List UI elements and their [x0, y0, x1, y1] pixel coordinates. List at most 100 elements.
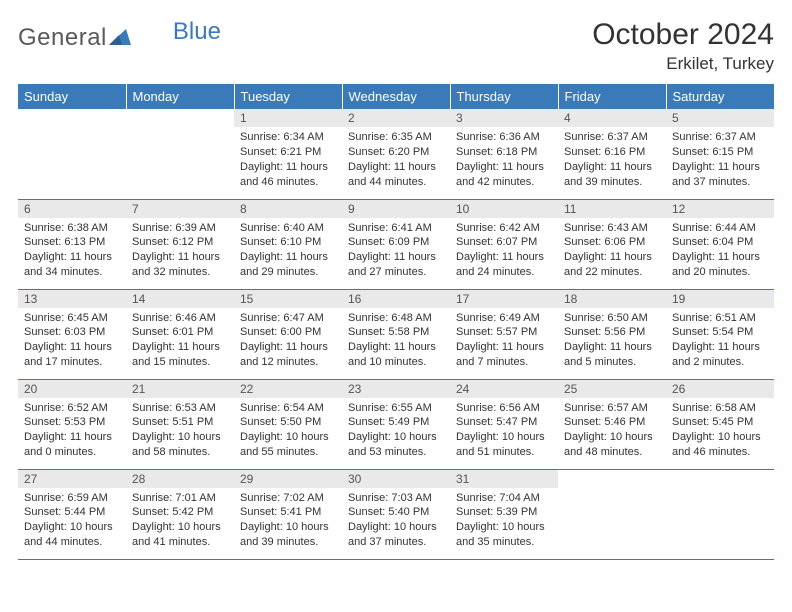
calendar-day-cell: 9Sunrise: 6:41 AMSunset: 6:09 PMDaylight…: [342, 199, 450, 289]
day-number: 1: [234, 109, 342, 127]
calendar-day-cell: 24Sunrise: 6:56 AMSunset: 5:47 PMDayligh…: [450, 379, 558, 469]
day-details: Sunrise: 6:39 AMSunset: 6:12 PMDaylight:…: [126, 218, 234, 284]
weekday-header: Monday: [126, 84, 234, 109]
day-details: Sunrise: 7:01 AMSunset: 5:42 PMDaylight:…: [126, 488, 234, 554]
brand-name-gray: General: [18, 24, 107, 52]
header: General Blue October 2024 Erkilet, Turke…: [18, 18, 774, 74]
day-number: 23: [342, 380, 450, 398]
calendar-day-cell: ..: [666, 469, 774, 559]
calendar-day-cell: 1Sunrise: 6:34 AMSunset: 6:21 PMDaylight…: [234, 109, 342, 199]
day-number: 15: [234, 290, 342, 308]
day-details: Sunrise: 6:50 AMSunset: 5:56 PMDaylight:…: [558, 308, 666, 374]
day-number: 12: [666, 200, 774, 218]
day-details: Sunrise: 6:37 AMSunset: 6:15 PMDaylight:…: [666, 127, 774, 193]
calendar-day-cell: 2Sunrise: 6:35 AMSunset: 6:20 PMDaylight…: [342, 109, 450, 199]
day-details: Sunrise: 6:44 AMSunset: 6:04 PMDaylight:…: [666, 218, 774, 284]
calendar-day-cell: 10Sunrise: 6:42 AMSunset: 6:07 PMDayligh…: [450, 199, 558, 289]
calendar-day-cell: 29Sunrise: 7:02 AMSunset: 5:41 PMDayligh…: [234, 469, 342, 559]
brand-name-blue: Blue: [173, 18, 221, 46]
day-details: Sunrise: 6:34 AMSunset: 6:21 PMDaylight:…: [234, 127, 342, 193]
day-number: 5: [666, 109, 774, 127]
calendar-day-cell: 21Sunrise: 6:53 AMSunset: 5:51 PMDayligh…: [126, 379, 234, 469]
calendar-day-cell: 27Sunrise: 6:59 AMSunset: 5:44 PMDayligh…: [18, 469, 126, 559]
calendar-week-row: ....1Sunrise: 6:34 AMSunset: 6:21 PMDayl…: [18, 109, 774, 199]
day-details: Sunrise: 6:47 AMSunset: 6:00 PMDaylight:…: [234, 308, 342, 374]
day-details: Sunrise: 6:55 AMSunset: 5:49 PMDaylight:…: [342, 398, 450, 464]
calendar-day-cell: 28Sunrise: 7:01 AMSunset: 5:42 PMDayligh…: [126, 469, 234, 559]
day-details: Sunrise: 6:35 AMSunset: 6:20 PMDaylight:…: [342, 127, 450, 193]
day-number: 27: [18, 470, 126, 488]
day-details: Sunrise: 6:41 AMSunset: 6:09 PMDaylight:…: [342, 218, 450, 284]
calendar-day-cell: 7Sunrise: 6:39 AMSunset: 6:12 PMDaylight…: [126, 199, 234, 289]
day-number: 20: [18, 380, 126, 398]
day-details: Sunrise: 6:56 AMSunset: 5:47 PMDaylight:…: [450, 398, 558, 464]
day-details: Sunrise: 6:49 AMSunset: 5:57 PMDaylight:…: [450, 308, 558, 374]
weekday-header: Thursday: [450, 84, 558, 109]
calendar-day-cell: ..: [558, 469, 666, 559]
day-details: Sunrise: 6:40 AMSunset: 6:10 PMDaylight:…: [234, 218, 342, 284]
day-details: Sunrise: 6:42 AMSunset: 6:07 PMDaylight:…: [450, 218, 558, 284]
day-details: Sunrise: 6:48 AMSunset: 5:58 PMDaylight:…: [342, 308, 450, 374]
calendar-day-cell: 13Sunrise: 6:45 AMSunset: 6:03 PMDayligh…: [18, 289, 126, 379]
calendar-day-cell: 31Sunrise: 7:04 AMSunset: 5:39 PMDayligh…: [450, 469, 558, 559]
calendar-day-cell: 6Sunrise: 6:38 AMSunset: 6:13 PMDaylight…: [18, 199, 126, 289]
calendar-day-cell: 18Sunrise: 6:50 AMSunset: 5:56 PMDayligh…: [558, 289, 666, 379]
calendar-week-row: 20Sunrise: 6:52 AMSunset: 5:53 PMDayligh…: [18, 379, 774, 469]
day-number: 3: [450, 109, 558, 127]
day-number: 6: [18, 200, 126, 218]
day-number: 29: [234, 470, 342, 488]
day-number: 21: [126, 380, 234, 398]
calendar-week-row: 27Sunrise: 6:59 AMSunset: 5:44 PMDayligh…: [18, 469, 774, 559]
calendar-day-cell: 20Sunrise: 6:52 AMSunset: 5:53 PMDayligh…: [18, 379, 126, 469]
calendar-table: SundayMondayTuesdayWednesdayThursdayFrid…: [18, 84, 774, 560]
day-number: 13: [18, 290, 126, 308]
calendar-day-cell: 16Sunrise: 6:48 AMSunset: 5:58 PMDayligh…: [342, 289, 450, 379]
day-number: 24: [450, 380, 558, 398]
calendar-day-cell: 19Sunrise: 6:51 AMSunset: 5:54 PMDayligh…: [666, 289, 774, 379]
day-details: Sunrise: 6:59 AMSunset: 5:44 PMDaylight:…: [18, 488, 126, 554]
weekday-header: Wednesday: [342, 84, 450, 109]
day-number: 18: [558, 290, 666, 308]
day-details: Sunrise: 6:43 AMSunset: 6:06 PMDaylight:…: [558, 218, 666, 284]
day-details: Sunrise: 6:45 AMSunset: 6:03 PMDaylight:…: [18, 308, 126, 374]
day-details: Sunrise: 6:38 AMSunset: 6:13 PMDaylight:…: [18, 218, 126, 284]
day-number: 26: [666, 380, 774, 398]
title-block: October 2024 Erkilet, Turkey: [592, 18, 774, 74]
calendar-day-cell: 4Sunrise: 6:37 AMSunset: 6:16 PMDaylight…: [558, 109, 666, 199]
day-details: Sunrise: 6:57 AMSunset: 5:46 PMDaylight:…: [558, 398, 666, 464]
calendar-day-cell: 23Sunrise: 6:55 AMSunset: 5:49 PMDayligh…: [342, 379, 450, 469]
day-number: 14: [126, 290, 234, 308]
day-number: 4: [558, 109, 666, 127]
weekday-header: Friday: [558, 84, 666, 109]
calendar-day-cell: 3Sunrise: 6:36 AMSunset: 6:18 PMDaylight…: [450, 109, 558, 199]
day-number: 17: [450, 290, 558, 308]
calendar-day-cell: 8Sunrise: 6:40 AMSunset: 6:10 PMDaylight…: [234, 199, 342, 289]
location-label: Erkilet, Turkey: [592, 54, 774, 74]
day-details: Sunrise: 7:02 AMSunset: 5:41 PMDaylight:…: [234, 488, 342, 554]
day-number: 10: [450, 200, 558, 218]
day-number: 25: [558, 380, 666, 398]
day-number: 2: [342, 109, 450, 127]
day-details: Sunrise: 6:58 AMSunset: 5:45 PMDaylight:…: [666, 398, 774, 464]
day-details: Sunrise: 6:36 AMSunset: 6:18 PMDaylight:…: [450, 127, 558, 193]
day-number: 22: [234, 380, 342, 398]
weekday-header: Tuesday: [234, 84, 342, 109]
calendar-day-cell: 5Sunrise: 6:37 AMSunset: 6:15 PMDaylight…: [666, 109, 774, 199]
calendar-day-cell: 25Sunrise: 6:57 AMSunset: 5:46 PMDayligh…: [558, 379, 666, 469]
weekday-header: Sunday: [18, 84, 126, 109]
day-number: 31: [450, 470, 558, 488]
brand-logo: General Blue: [18, 18, 221, 52]
weekday-header: Saturday: [666, 84, 774, 109]
day-number: 30: [342, 470, 450, 488]
day-number: 7: [126, 200, 234, 218]
day-details: Sunrise: 6:51 AMSunset: 5:54 PMDaylight:…: [666, 308, 774, 374]
day-number: 8: [234, 200, 342, 218]
day-number: 11: [558, 200, 666, 218]
calendar-day-cell: 14Sunrise: 6:46 AMSunset: 6:01 PMDayligh…: [126, 289, 234, 379]
calendar-day-cell: 22Sunrise: 6:54 AMSunset: 5:50 PMDayligh…: [234, 379, 342, 469]
calendar-week-row: 13Sunrise: 6:45 AMSunset: 6:03 PMDayligh…: [18, 289, 774, 379]
calendar-day-cell: 26Sunrise: 6:58 AMSunset: 5:45 PMDayligh…: [666, 379, 774, 469]
calendar-week-row: 6Sunrise: 6:38 AMSunset: 6:13 PMDaylight…: [18, 199, 774, 289]
calendar-day-cell: 30Sunrise: 7:03 AMSunset: 5:40 PMDayligh…: [342, 469, 450, 559]
day-details: Sunrise: 7:03 AMSunset: 5:40 PMDaylight:…: [342, 488, 450, 554]
